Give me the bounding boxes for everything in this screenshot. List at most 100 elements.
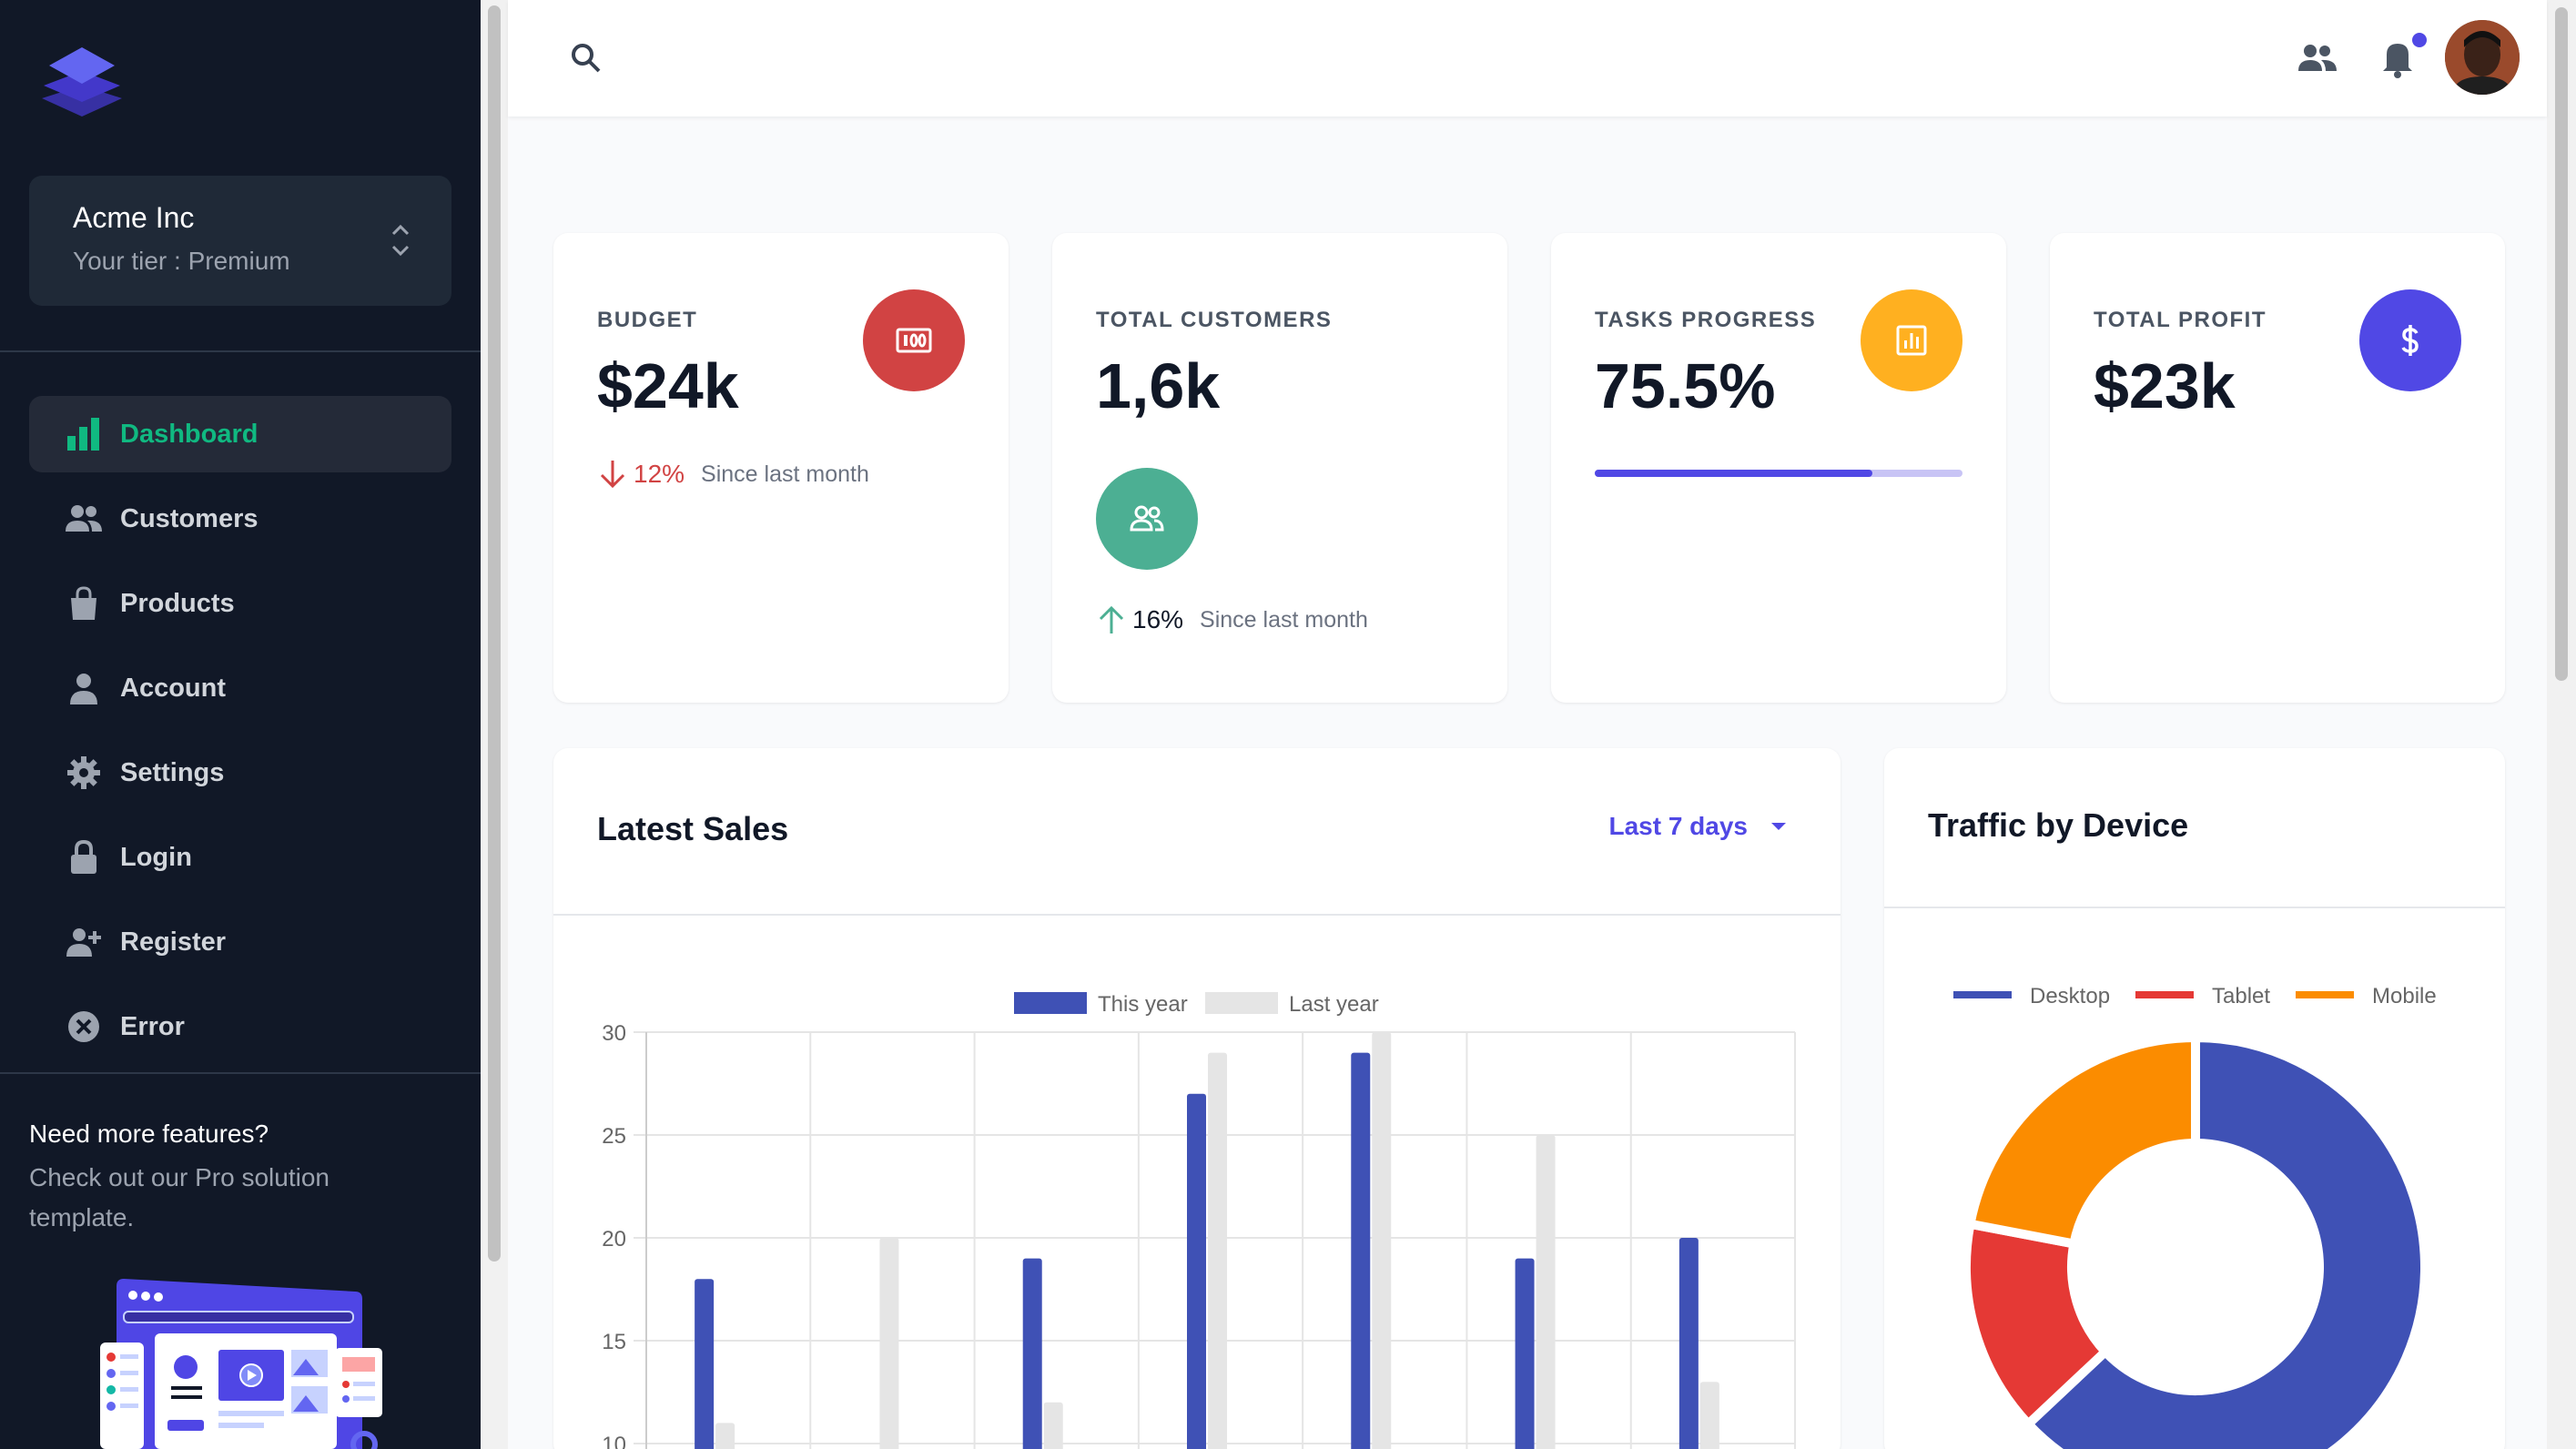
sidebar-item-label: Register	[120, 927, 227, 957]
tenant-switcher[interactable]: Acme Inc Your tier : Premium	[29, 176, 451, 306]
legend-label: Mobile	[2372, 984, 2437, 1008]
sidebar-divider	[0, 350, 481, 352]
sidebar-item-login[interactable]: Login	[29, 819, 451, 896]
card-divider	[1884, 907, 2505, 908]
y-tick-label: 30	[602, 1021, 626, 1046]
sidebar-item-label: Login	[120, 842, 192, 872]
bar-this-year	[695, 1279, 715, 1449]
sidebar: Acme Inc Your tier : Premium Dashboard C…	[0, 0, 481, 1449]
arrow-down-icon	[600, 461, 625, 489]
legend-label: This year	[1098, 992, 1188, 1017]
tenant-tier: Your tier : Premium	[73, 247, 290, 275]
card-divider	[553, 914, 1841, 916]
latest-sales-card: Latest Sales Last 7 days This year Last y…	[553, 748, 1841, 1449]
sidebar-item-settings[interactable]: Settings	[29, 735, 451, 811]
trend-percent: 12%	[634, 460, 685, 488]
range-select[interactable]: Last 7 days	[1608, 812, 1788, 841]
customers-card: TOTAL CUSTOMERS 1,6k 16% Since last mont…	[1052, 233, 1507, 703]
profit-badge	[2359, 289, 2461, 391]
legend-swatch	[1953, 991, 2012, 998]
sidebar-item-account[interactable]: Account	[29, 650, 451, 726]
bar-last-year	[1536, 1135, 1556, 1449]
trend-percent: 16%	[1132, 605, 1184, 633]
trend-since: Since last month	[701, 461, 869, 487]
bell-icon[interactable]	[2379, 38, 2416, 78]
pro-template-illustration	[100, 1279, 382, 1449]
users-icon	[66, 501, 102, 537]
traffic-card: Traffic by Device Desktop Tablet Mobile	[1884, 748, 2505, 1449]
sidebar-item-dashboard[interactable]: Dashboard	[29, 396, 451, 472]
sidebar-item-products[interactable]: Products	[29, 565, 451, 642]
y-tick-label: 15	[602, 1330, 626, 1354]
selector-icon	[391, 224, 410, 257]
promo-title: Need more features?	[29, 1120, 269, 1148]
contacts-icon[interactable]	[2297, 40, 2338, 76]
bar-last-year	[879, 1238, 899, 1449]
budget-trend: 12% Since last month	[597, 459, 869, 490]
bar-this-year	[1187, 1093, 1206, 1449]
money-icon	[896, 328, 932, 353]
search-icon[interactable]	[568, 40, 604, 76]
sidebar-scrollbar[interactable]	[481, 0, 508, 1449]
stat-value: 75.5%	[1595, 350, 1776, 421]
sidebar-item-error[interactable]: Error	[29, 988, 451, 1065]
top-bar	[508, 0, 2547, 117]
traffic-chart: Desktop Tablet Mobile	[1953, 984, 2437, 1449]
x-circle-icon	[66, 1008, 102, 1045]
arrow-up-icon	[1099, 605, 1124, 633]
dollar-icon	[2401, 325, 2419, 356]
budget-card: BUDGET $24k 12% Since last month	[553, 233, 1009, 703]
budget-badge	[863, 289, 965, 391]
user-icon	[66, 670, 102, 706]
progress-fill	[1595, 470, 1873, 477]
bar-last-year	[1372, 1032, 1392, 1449]
stat-value: 1,6k	[1096, 350, 1221, 421]
sidebar-item-label: Products	[120, 588, 235, 618]
legend-swatch	[1205, 992, 1278, 1014]
tasks-card: TASKS PROGRESS 75.5%	[1551, 233, 2006, 703]
bar-last-year	[1043, 1402, 1063, 1449]
scrollbar-thumb[interactable]	[2555, 7, 2568, 681]
bar-this-year	[1351, 1052, 1371, 1449]
stat-label: TASKS PROGRESS	[1595, 308, 1817, 332]
caret-down-icon	[1771, 823, 1786, 830]
sidebar-item-customers[interactable]: Customers	[29, 481, 451, 557]
y-tick-label: 20	[602, 1227, 626, 1251]
latest-sales-chart: This year Last year 30 25 20 15 10	[602, 992, 1796, 1449]
bar-this-year	[1678, 1238, 1699, 1449]
sidebar-item-label: Customers	[120, 503, 259, 533]
user-add-icon	[66, 924, 102, 960]
sidebar-item-label: Error	[120, 1011, 185, 1041]
shopping-bag-icon	[66, 585, 102, 622]
customers-trend: 16% Since last month	[1096, 604, 1368, 635]
trend-since: Since last month	[1200, 606, 1368, 633]
tenant-name: Acme Inc	[73, 201, 195, 234]
sidebar-divider	[0, 1072, 481, 1074]
tasks-badge	[1861, 289, 1962, 391]
scrollbar-thumb[interactable]	[488, 5, 501, 1262]
gear-icon	[66, 755, 102, 791]
stat-label: TOTAL CUSTOMERS	[1096, 308, 1333, 332]
sidebar-item-label: Account	[120, 673, 226, 703]
sidebar-item-label: Settings	[120, 757, 225, 787]
legend-label: Tablet	[2212, 984, 2270, 1008]
y-tick-label: 25	[602, 1124, 626, 1149]
legend-label: Desktop	[2030, 984, 2110, 1008]
range-label: Last 7 days	[1608, 812, 1748, 840]
bar-this-year	[1022, 1258, 1042, 1449]
avatar[interactable]	[2445, 20, 2520, 95]
bar-chart-icon	[66, 416, 102, 452]
users-icon	[1130, 505, 1164, 532]
slice-desktop	[2022, 1032, 2429, 1449]
legend-label: Last year	[1289, 992, 1379, 1017]
stat-value: $23k	[2094, 350, 2236, 421]
sidebar-item-register[interactable]: Register	[29, 904, 451, 980]
bar-last-year	[1208, 1052, 1227, 1449]
stat-label: BUDGET	[597, 308, 698, 332]
report-icon	[1896, 325, 1927, 356]
tasks-progress-bar	[1595, 470, 1962, 477]
logo-icon[interactable]	[40, 46, 124, 118]
lock-icon	[66, 839, 102, 876]
main-scrollbar[interactable]	[2547, 0, 2576, 1449]
bar-this-year	[1515, 1258, 1535, 1449]
